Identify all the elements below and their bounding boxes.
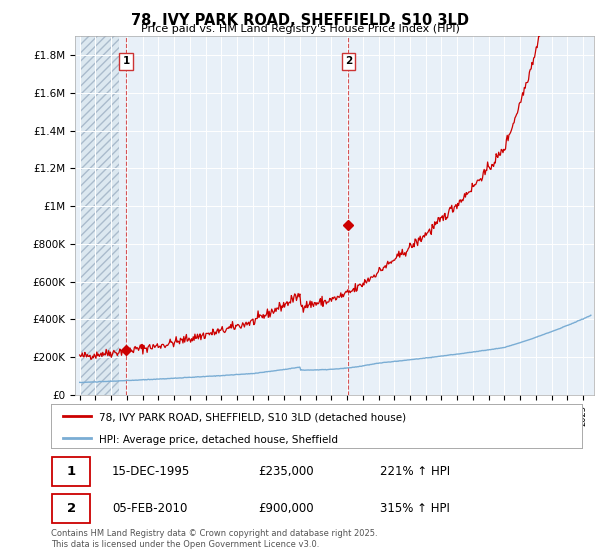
- FancyBboxPatch shape: [52, 456, 90, 486]
- Bar: [80, 36, 119, 395]
- Text: 2: 2: [345, 57, 352, 67]
- Text: £900,000: £900,000: [258, 502, 314, 515]
- Text: 78, IVY PARK ROAD, SHEFFIELD, S10 3LD (detached house): 78, IVY PARK ROAD, SHEFFIELD, S10 3LD (d…: [99, 412, 406, 422]
- Text: 221% ↑ HPI: 221% ↑ HPI: [380, 465, 451, 478]
- Text: 78, IVY PARK ROAD, SHEFFIELD, S10 3LD: 78, IVY PARK ROAD, SHEFFIELD, S10 3LD: [131, 13, 469, 28]
- Text: 1: 1: [122, 57, 130, 67]
- Text: 15-DEC-1995: 15-DEC-1995: [112, 465, 190, 478]
- Text: £235,000: £235,000: [258, 465, 314, 478]
- Text: 05-FEB-2010: 05-FEB-2010: [112, 502, 187, 515]
- Text: 315% ↑ HPI: 315% ↑ HPI: [380, 502, 450, 515]
- Text: Contains HM Land Registry data © Crown copyright and database right 2025.
This d: Contains HM Land Registry data © Crown c…: [51, 529, 377, 549]
- FancyBboxPatch shape: [52, 494, 90, 524]
- Text: Price paid vs. HM Land Registry's House Price Index (HPI): Price paid vs. HM Land Registry's House …: [140, 24, 460, 34]
- Text: 2: 2: [67, 502, 76, 515]
- Text: HPI: Average price, detached house, Sheffield: HPI: Average price, detached house, Shef…: [99, 435, 338, 445]
- Text: 1: 1: [67, 465, 76, 478]
